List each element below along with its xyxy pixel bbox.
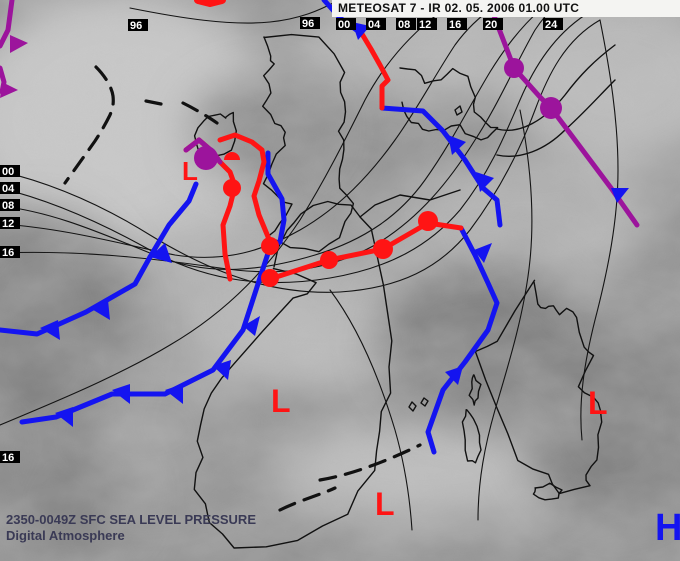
svg-text:L: L bbox=[375, 486, 395, 522]
svg-text:12: 12 bbox=[419, 19, 431, 31]
svg-text:24: 24 bbox=[545, 19, 558, 31]
svg-text:04: 04 bbox=[368, 19, 381, 31]
svg-text:L: L bbox=[588, 385, 608, 421]
svg-text:20: 20 bbox=[485, 19, 497, 31]
svg-text:08: 08 bbox=[398, 19, 410, 31]
svg-text:16: 16 bbox=[449, 19, 461, 31]
svg-text:L: L bbox=[182, 156, 198, 186]
svg-text:METEOSAT 7 - IR 02. 05. 200: METEOSAT 7 - IR 02. 05. 2006 01.00 UTC bbox=[338, 1, 579, 15]
svg-text:L: L bbox=[271, 383, 291, 419]
svg-text:H: H bbox=[655, 507, 680, 549]
svg-text:2350-0049Z SFC SEA LEVEL PRESS: 2350-0049Z SFC SEA LEVEL PRESSURE bbox=[6, 512, 256, 527]
svg-text:08: 08 bbox=[2, 200, 14, 212]
svg-text:96: 96 bbox=[130, 20, 142, 32]
svg-text:00: 00 bbox=[338, 19, 350, 31]
svg-text:12: 12 bbox=[2, 218, 14, 230]
svg-text:04: 04 bbox=[2, 183, 15, 195]
svg-text:Digital Atmosphere: Digital Atmosphere bbox=[6, 528, 125, 543]
svg-text:16: 16 bbox=[2, 247, 14, 259]
svg-text:96: 96 bbox=[302, 18, 314, 30]
svg-text:00: 00 bbox=[2, 166, 14, 178]
svg-text:16: 16 bbox=[2, 452, 14, 464]
